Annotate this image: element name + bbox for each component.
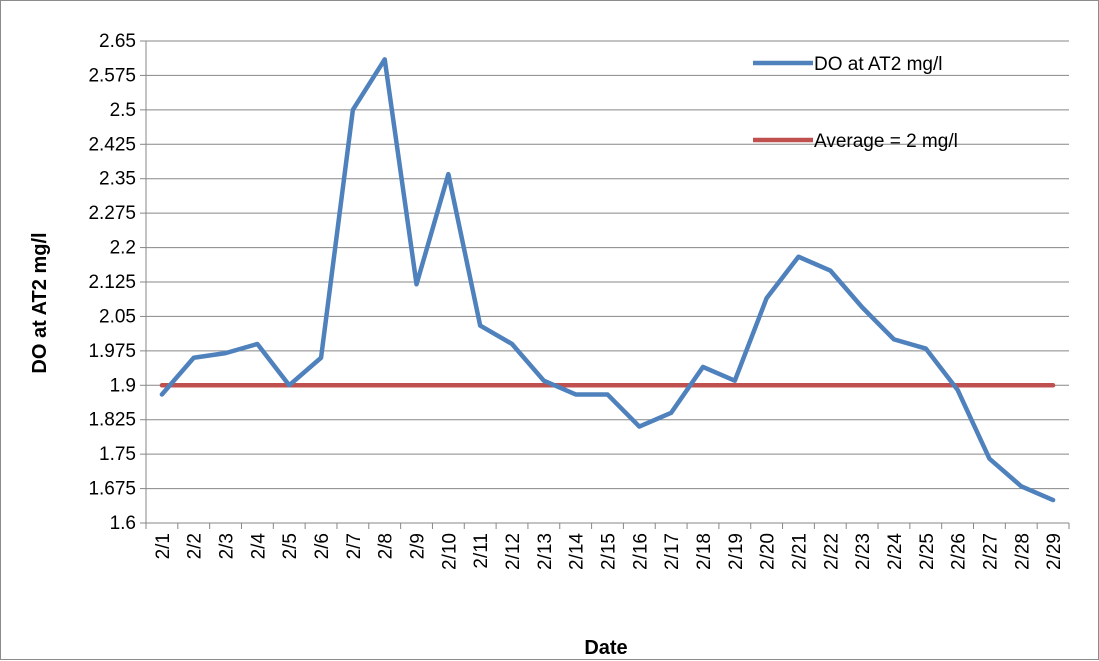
x-tick-label: 2/12 [503, 533, 524, 570]
y-tick-label: 1.825 [88, 410, 136, 431]
x-tick-label: 2/27 [980, 533, 1001, 570]
x-tick-label: 2/3 [217, 533, 238, 559]
x-tick-label: 2/2 [185, 533, 206, 559]
legend-label: DO at AT2 mg/l [814, 54, 942, 75]
y-tick-label: 1.675 [88, 479, 136, 500]
y-tick-label: 2.275 [88, 203, 136, 224]
x-tick-label: 2/8 [376, 533, 397, 559]
y-axis-title: DO at AT2 mg/l [29, 232, 51, 373]
x-tick-label: 2/4 [248, 533, 269, 560]
x-tick-label: 2/11 [471, 533, 492, 569]
x-tick-label: 2/29 [1044, 533, 1065, 570]
axes [140, 40, 1070, 529]
y-tick-label: 2.65 [99, 31, 136, 52]
y-tick-label: 1.75 [99, 444, 136, 465]
x-tick-label: 2/20 [758, 533, 779, 570]
y-tick-label: 2.35 [99, 169, 136, 190]
x-tick-label: 2/6 [312, 533, 333, 559]
x-tick-label: 2/18 [694, 533, 715, 570]
x-tick-label: 2/13 [535, 533, 556, 570]
x-tick-label: 2/16 [630, 533, 651, 570]
y-tick-label: 2.425 [88, 134, 136, 155]
x-tick-label: 2/1 [153, 533, 174, 559]
legend: DO at AT2 mg/l Average = 2 mg/l [753, 54, 958, 152]
y-tick-labels: 1.6 1.675 1.75 1.825 1.9 1.975 2.05 2.125 2.2 2.2… [88, 31, 136, 534]
x-tick-label: 2/15 [599, 533, 620, 570]
y-tick-label: 1.6 [110, 513, 136, 534]
y-tick-label: 2.05 [99, 306, 136, 327]
x-tick-label: 2/23 [853, 533, 874, 570]
x-tick-labels: 2/1 2/2 2/3 2/4 2/5 2/6 2/7 2/8 2/9 2/10 2/11 2/12 2… [153, 533, 1065, 570]
x-tick-label: 2/25 [917, 533, 938, 570]
x-tick-label: 2/19 [726, 533, 747, 570]
y-tick-label: 2.575 [88, 65, 136, 86]
y-tick-label: 2.125 [88, 272, 136, 293]
x-tick-label: 2/10 [439, 533, 460, 570]
gridlines [146, 40, 1069, 490]
x-tick-label: 2/14 [567, 533, 588, 570]
x-tick-label: 2/17 [662, 533, 683, 570]
x-tick-label: 2/24 [885, 533, 906, 570]
y-tick-label: 2.5 [110, 100, 136, 121]
y-tick-label: 1.9 [110, 375, 136, 396]
series-line-0 [159, 57, 1056, 503]
y-tick-label: 1.975 [88, 341, 136, 362]
x-tick-label: 2/21 [789, 533, 810, 570]
x-tick-label: 2/7 [344, 533, 365, 559]
legend-label: Average = 2 mg/l [814, 131, 958, 152]
x-tick-label: 2/28 [1012, 533, 1033, 570]
y-tick-label: 2.2 [110, 238, 136, 259]
series-lines [159, 57, 1056, 503]
x-tick-label: 2/26 [949, 533, 970, 570]
x-tick-label: 2/5 [280, 533, 301, 559]
x-axis-title: Date [584, 637, 627, 659]
x-tick-label: 2/22 [821, 533, 842, 570]
x-tick-label: 2/9 [408, 533, 429, 559]
